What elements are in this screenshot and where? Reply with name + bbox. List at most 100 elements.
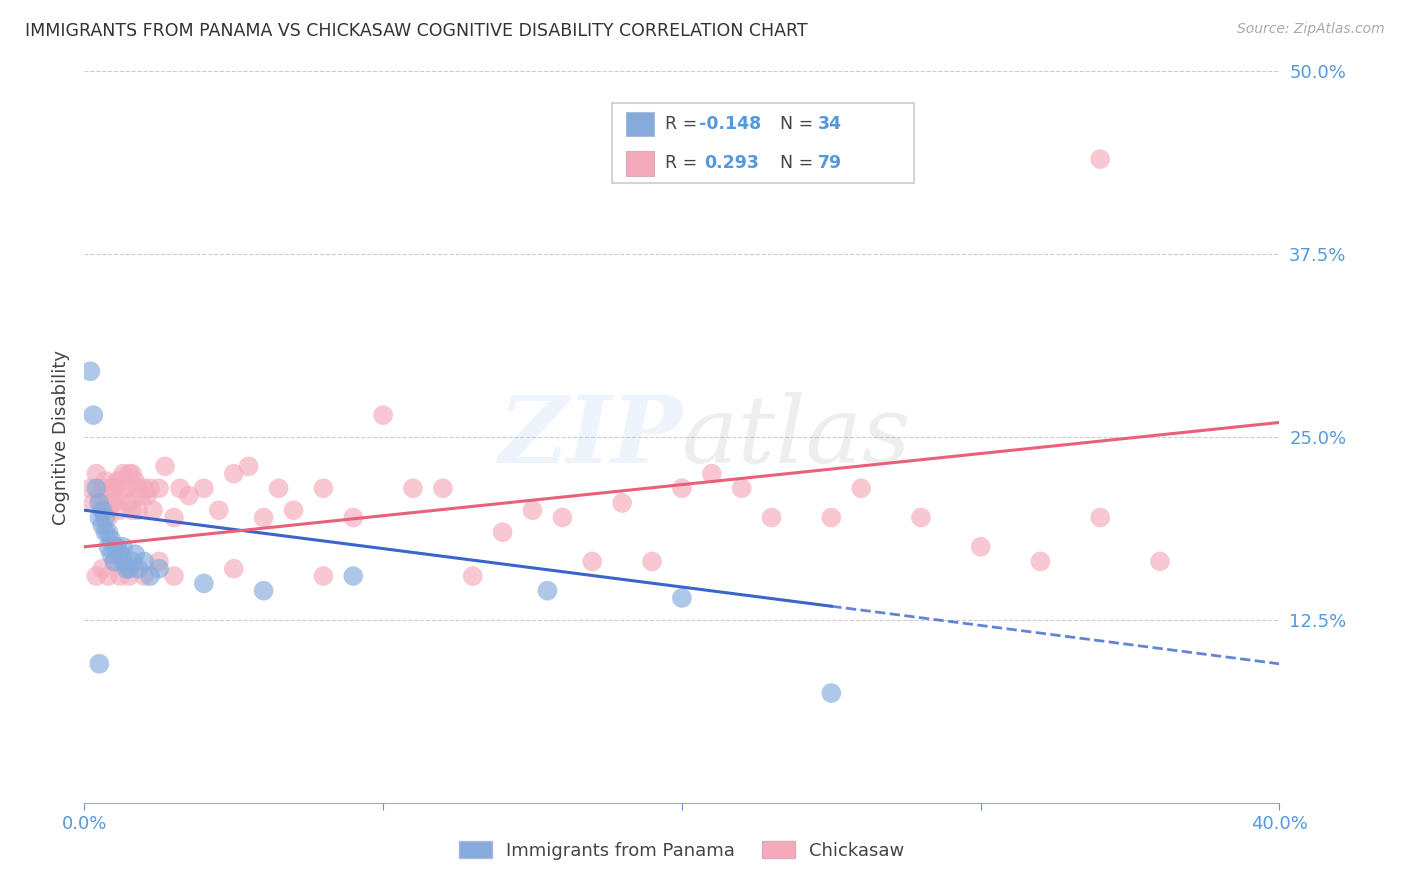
- Point: [103, 496, 125, 510]
- Point: [112, 554, 135, 568]
- Point: [536, 583, 558, 598]
- Point: [97, 569, 120, 583]
- Point: [105, 540, 128, 554]
- Text: ZIP: ZIP: [498, 392, 682, 482]
- Point: [127, 503, 149, 517]
- Point: [82, 408, 104, 422]
- Point: [253, 510, 276, 524]
- Point: [132, 569, 156, 583]
- Point: [89, 510, 111, 524]
- Point: [731, 481, 754, 495]
- Point: [169, 481, 191, 495]
- Point: [91, 517, 114, 532]
- Text: R =: R =: [665, 115, 703, 133]
- Point: [253, 583, 276, 598]
- Point: [312, 481, 335, 495]
- Text: N =: N =: [769, 154, 818, 172]
- Point: [97, 510, 120, 524]
- Point: [121, 554, 143, 568]
- Point: [112, 489, 135, 503]
- Point: [267, 481, 290, 495]
- Point: [110, 474, 132, 488]
- Point: [163, 510, 186, 524]
- Point: [312, 569, 335, 583]
- Point: [129, 489, 152, 503]
- Point: [1149, 554, 1171, 568]
- Point: [373, 408, 395, 422]
- Point: [153, 459, 176, 474]
- Point: [94, 525, 117, 540]
- Point: [148, 554, 170, 568]
- Point: [91, 562, 114, 576]
- Point: [124, 474, 146, 488]
- Point: [110, 547, 132, 561]
- Point: [820, 510, 842, 524]
- Point: [97, 540, 120, 554]
- Point: [110, 569, 132, 583]
- Point: [103, 554, 125, 568]
- Point: [142, 503, 165, 517]
- Point: [97, 489, 120, 503]
- Point: [132, 481, 156, 495]
- Point: [118, 467, 141, 481]
- Point: [94, 503, 117, 517]
- Text: IMMIGRANTS FROM PANAMA VS CHICKASAW COGNITIVE DISABILITY CORRELATION CHART: IMMIGRANTS FROM PANAMA VS CHICKASAW COGN…: [25, 22, 808, 40]
- Point: [100, 533, 122, 547]
- Point: [100, 547, 122, 561]
- Point: [121, 503, 143, 517]
- Point: [110, 503, 132, 517]
- Point: [100, 496, 122, 510]
- Point: [851, 481, 873, 495]
- Point: [402, 481, 425, 495]
- Point: [193, 481, 215, 495]
- Point: [89, 489, 111, 503]
- Point: [222, 467, 245, 481]
- Point: [132, 554, 156, 568]
- Point: [551, 510, 574, 524]
- Point: [970, 540, 993, 554]
- Point: [163, 569, 186, 583]
- Point: [105, 474, 128, 488]
- Point: [97, 525, 120, 540]
- Point: [91, 503, 114, 517]
- Point: [671, 481, 693, 495]
- Point: [89, 496, 111, 510]
- Point: [910, 510, 932, 524]
- Point: [86, 569, 108, 583]
- Point: [121, 467, 143, 481]
- Point: [177, 489, 200, 503]
- Point: [94, 474, 117, 488]
- Point: [581, 554, 603, 568]
- Point: [118, 569, 141, 583]
- Point: [124, 547, 146, 561]
- Point: [432, 481, 454, 495]
- Point: [89, 657, 111, 671]
- Text: -0.148: -0.148: [699, 115, 761, 133]
- Point: [79, 364, 101, 378]
- Point: [79, 481, 101, 495]
- Point: [641, 554, 664, 568]
- Point: [103, 554, 125, 568]
- Point: [461, 569, 484, 583]
- Point: [671, 591, 693, 605]
- Point: [82, 496, 104, 510]
- Point: [103, 481, 125, 495]
- Point: [208, 503, 231, 517]
- Point: [127, 481, 149, 495]
- Point: [522, 503, 544, 517]
- Text: Source: ZipAtlas.com: Source: ZipAtlas.com: [1237, 22, 1385, 37]
- Point: [1029, 554, 1052, 568]
- Point: [492, 525, 515, 540]
- Text: 79: 79: [818, 154, 842, 172]
- Point: [136, 489, 159, 503]
- Point: [283, 503, 305, 517]
- Point: [91, 481, 114, 495]
- Point: [91, 503, 114, 517]
- Text: N =: N =: [769, 115, 818, 133]
- Text: 0.293: 0.293: [704, 154, 759, 172]
- Point: [118, 496, 141, 510]
- Point: [761, 510, 783, 524]
- Point: [100, 481, 122, 495]
- Point: [148, 481, 170, 495]
- Point: [238, 459, 260, 474]
